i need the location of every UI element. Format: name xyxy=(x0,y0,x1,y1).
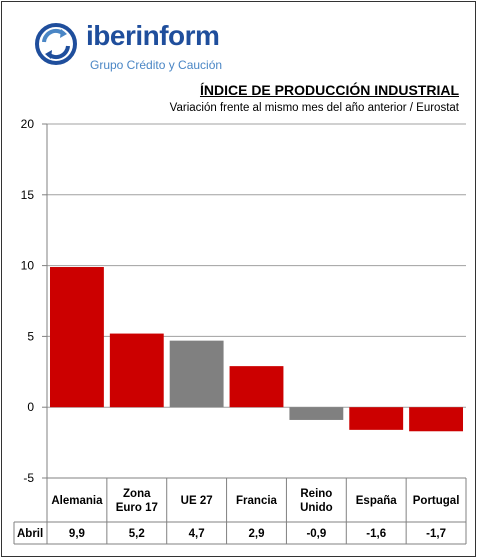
bar-reino-unido xyxy=(289,407,344,420)
value-label: 5,2 xyxy=(129,528,145,540)
value-label: -1,6 xyxy=(366,528,386,540)
brand-logo: iberinform Grupo Crédito y Caución xyxy=(34,20,254,80)
logo-arrows-icon xyxy=(35,23,77,65)
value-label: 2,9 xyxy=(249,528,265,540)
bar-portugal xyxy=(409,407,464,432)
bar-francia xyxy=(229,366,284,408)
chart-title: ÍNDICE DE PRODUCCIÓN INDUSTRIAL xyxy=(199,82,459,98)
bar-zona-euro-17 xyxy=(109,333,164,408)
bar-españa xyxy=(349,407,404,430)
series-name-label: Abril xyxy=(17,528,43,540)
value-label: -1,7 xyxy=(426,528,446,540)
category-label: Euro 17 xyxy=(116,502,158,514)
bar-ue-27 xyxy=(169,340,224,408)
brand-tagline: Grupo Crédito y Caución xyxy=(90,58,223,72)
chart-subtitle: Variación frente al mismo mes del año an… xyxy=(169,102,459,114)
value-label: 4,7 xyxy=(189,528,205,540)
category-label: Unido xyxy=(300,502,333,514)
y-tick-label: 20 xyxy=(21,117,35,131)
y-tick-label: 10 xyxy=(21,259,35,273)
brand-name: iberinform xyxy=(86,20,220,51)
value-label: -0,9 xyxy=(306,528,326,540)
bar-alemania xyxy=(49,267,104,408)
category-label: Alemania xyxy=(51,495,103,507)
category-label: Zona xyxy=(123,488,151,500)
category-label: Francia xyxy=(236,495,278,507)
category-label: España xyxy=(356,495,398,507)
value-label: 9,9 xyxy=(69,528,85,540)
y-tick-label: 15 xyxy=(21,188,35,202)
y-tick-label: 5 xyxy=(27,329,34,343)
y-tick-label: 0 xyxy=(27,400,34,414)
category-label: UE 27 xyxy=(181,495,213,507)
category-label: Reino xyxy=(300,488,332,500)
category-label: Portugal xyxy=(413,495,460,507)
y-tick-label: -5 xyxy=(23,471,34,485)
